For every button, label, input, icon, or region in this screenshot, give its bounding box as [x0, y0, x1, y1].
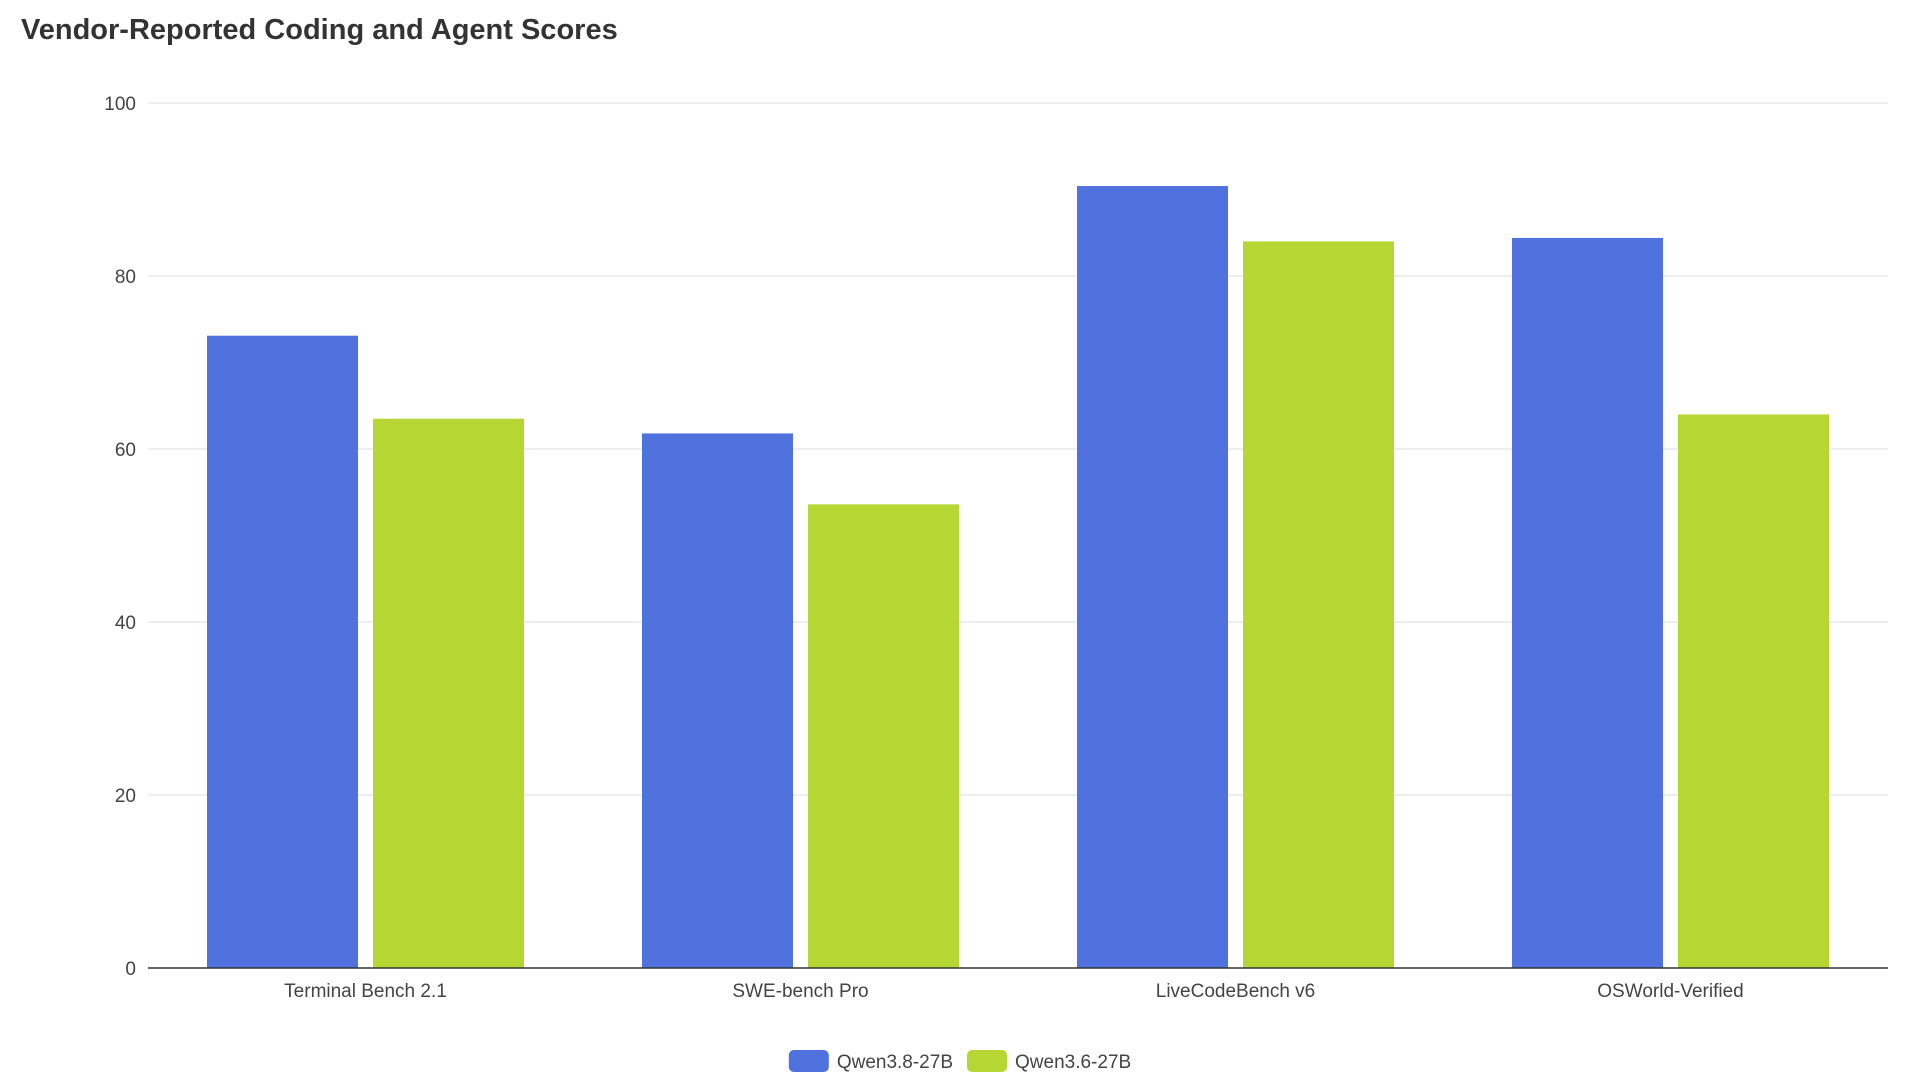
y-tick-label: 100: [104, 94, 136, 115]
x-tick-label: LiveCodeBench v6: [1156, 981, 1316, 1002]
x-tick-label: Terminal Bench 2.1: [284, 981, 447, 1002]
bar[interactable]: [642, 433, 793, 968]
y-tick-label: 20: [115, 786, 136, 807]
legend-swatch: [967, 1050, 1007, 1072]
y-tick-label: 60: [115, 440, 136, 461]
x-axis-ticks: Terminal Bench 2.1 SWE-bench Pro LiveCodeB…: [284, 981, 1744, 1002]
x-tick-label: OSWorld-Verified: [1597, 981, 1743, 1002]
legend-label: Qwen3.6-27B: [1015, 1052, 1131, 1073]
y-tick-label: 0: [125, 959, 136, 980]
bar[interactable]: [808, 504, 959, 968]
bar[interactable]: [1077, 186, 1228, 969]
bar[interactable]: [373, 418, 524, 969]
legend-item[interactable]: Qwen3.8-27B: [788, 1050, 953, 1073]
y-tick-label: 40: [115, 613, 136, 634]
bar[interactable]: [207, 335, 358, 968]
legend-label: Qwen3.8-27B: [837, 1052, 953, 1073]
bars: [207, 186, 1829, 969]
legend[interactable]: Qwen3.8-27B Qwen3.6-27B: [788, 1050, 1131, 1073]
x-tick-label: SWE-bench Pro: [732, 981, 868, 1002]
chart-title: Vendor-Reported Coding and Agent Scores: [21, 14, 618, 46]
y-tick-label: 80: [115, 267, 136, 288]
legend-swatch: [788, 1050, 829, 1072]
legend-item[interactable]: Qwen3.6-27B: [967, 1050, 1131, 1073]
bar[interactable]: [1512, 237, 1663, 968]
y-axis-ticks: 0 20 40 60 80 100: [104, 94, 136, 980]
bar[interactable]: [1678, 414, 1829, 968]
bar[interactable]: [1243, 241, 1394, 968]
